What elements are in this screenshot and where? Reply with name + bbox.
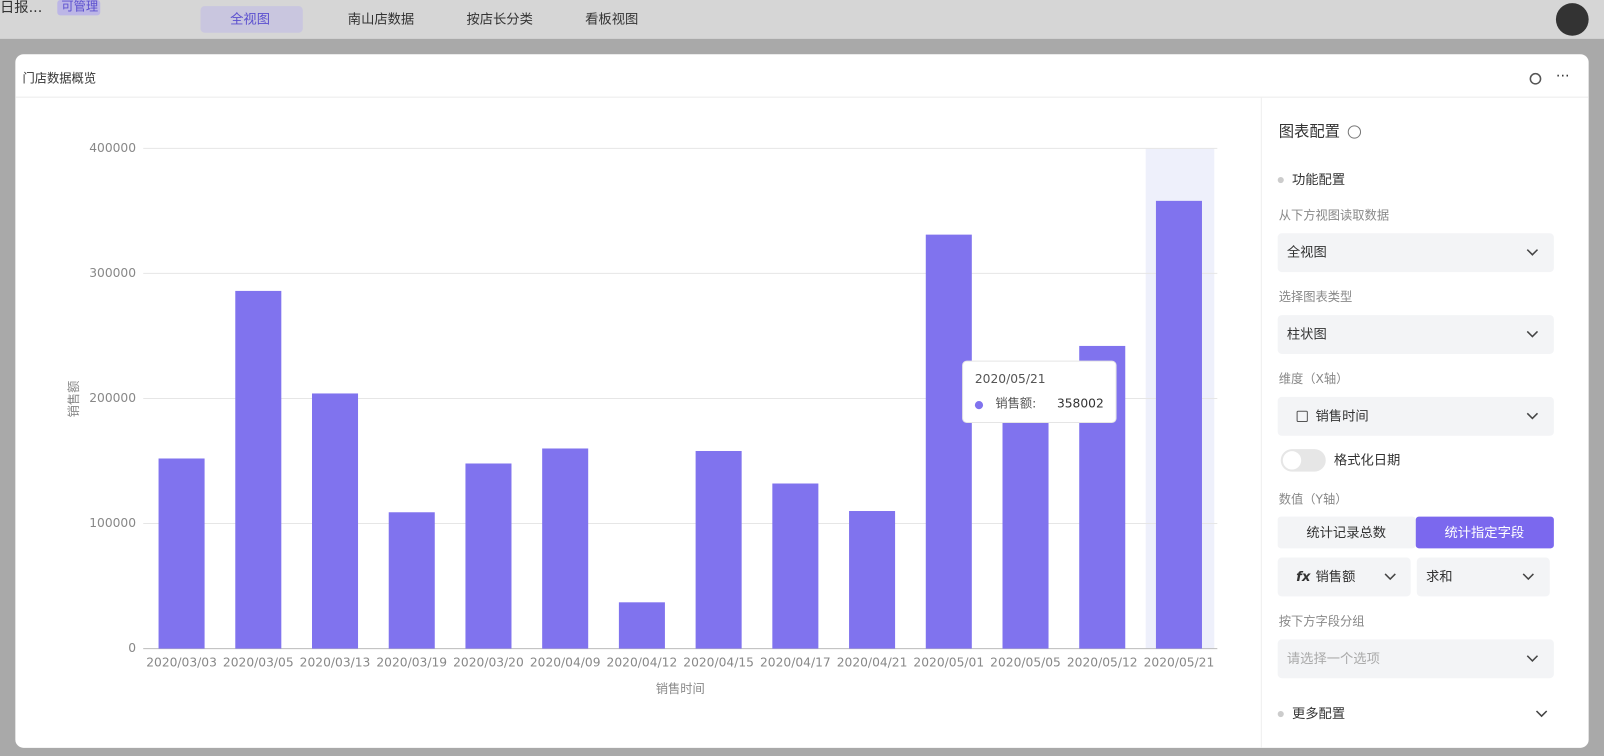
y-tick-label: 300000	[89, 266, 136, 280]
doc-title: 日报...	[0, 0, 42, 16]
tab[interactable]: 看板视图	[585, 11, 638, 27]
x-tick-label: 2020/03/13	[300, 655, 371, 669]
y-tick-label: 400000	[89, 141, 136, 155]
tab[interactable]: 全视图	[230, 10, 270, 27]
active-tab-bg	[200, 6, 303, 33]
section-title: 功能配置	[1292, 172, 1345, 188]
x-tick-label: 2020/04/21	[837, 655, 908, 669]
field-label: 从下方视图读取数据	[1279, 207, 1389, 222]
section-title[interactable]: 更多配置	[1292, 705, 1345, 722]
tooltip-label: 销售额:	[995, 396, 1036, 411]
x-tick-label: 2020/03/19	[376, 655, 447, 669]
y-axis-label: 销售额	[66, 381, 81, 418]
tab[interactable]: 南山店数据	[348, 11, 414, 27]
chevron	[1526, 412, 1539, 420]
bar	[542, 448, 589, 649]
bar	[1155, 200, 1202, 649]
chevron	[1535, 710, 1548, 718]
field-label: 选择图表类型	[1279, 290, 1353, 304]
x-tick-label: 2020/04/15	[683, 655, 754, 669]
field-label: 数值（Y轴）	[1279, 492, 1348, 507]
chevron	[1526, 330, 1539, 338]
tooltip-title: 2020/05/21	[975, 372, 1046, 386]
bar	[465, 463, 512, 649]
select-placeholder: 请选择一个选项	[1287, 651, 1380, 667]
settings-icon[interactable]	[1529, 72, 1542, 85]
select-value: 销售时间	[1316, 408, 1369, 424]
more-icon[interactable]: ···	[1556, 69, 1570, 85]
field-label: 按下方字段分组	[1279, 613, 1365, 628]
tooltip-value: 358002	[1057, 397, 1104, 411]
modal-title: 门店数据概览	[23, 70, 97, 85]
help-icon[interactable]	[1347, 125, 1362, 139]
bar	[1002, 404, 1049, 649]
x-tick-label: 2020/03/20	[453, 655, 524, 669]
tooltip-box	[962, 360, 1117, 424]
bar	[849, 511, 896, 649]
tab[interactable]: 按店长分类	[466, 11, 532, 27]
bar	[695, 450, 742, 649]
bar	[158, 458, 205, 649]
select[interactable]	[1277, 639, 1554, 679]
badge-bg	[57, 0, 101, 16]
chevron	[1522, 573, 1534, 581]
select-value: 销售额	[1316, 569, 1356, 585]
badge: 可管理	[61, 0, 98, 14]
toggle-label: 格式化日期	[1334, 452, 1400, 468]
x-tick-label: 2020/04/12	[607, 655, 678, 669]
select-value: 求和	[1426, 569, 1453, 585]
select[interactable]	[1416, 557, 1550, 597]
x-tick-label: 2020/04/17	[760, 655, 831, 669]
calendar-icon	[1296, 410, 1308, 422]
select-value: 柱状图	[1287, 327, 1327, 343]
collapse-button[interactable]	[1555, 3, 1589, 36]
chevron	[1526, 655, 1539, 662]
bullet	[1277, 176, 1284, 184]
segment-label: 统计指定字段	[1444, 525, 1524, 541]
tooltip: 2020/05/21 销售额: 358002	[962, 360, 1117, 424]
bar	[312, 393, 359, 649]
config-panel: 图表配置 功能配置 从下方视图读取数据 全视图 选择图表类型 柱状图 维度（X轴…	[1277, 122, 1554, 722]
x-tick-label: 2020/05/12	[1067, 655, 1138, 669]
x-tick-label: 2020/05/21	[1144, 655, 1215, 669]
y-tick-label: 200000	[89, 391, 136, 405]
bar	[388, 512, 435, 649]
x-tick-label: 2020/04/09	[530, 655, 601, 669]
chevron	[1526, 249, 1539, 256]
bullet	[1277, 710, 1284, 718]
bar	[772, 483, 819, 649]
chevron	[1384, 573, 1396, 581]
select[interactable]	[1277, 315, 1554, 354]
select[interactable]	[1277, 557, 1411, 597]
bar	[925, 234, 972, 649]
toggle-knob	[1282, 451, 1302, 470]
select[interactable]	[1277, 396, 1554, 436]
select[interactable]	[1277, 233, 1554, 273]
panel-title: 图表配置	[1279, 122, 1340, 140]
bar	[235, 290, 282, 649]
x-tick-label: 2020/03/03	[146, 655, 217, 669]
segment-active[interactable]	[1415, 516, 1554, 549]
field-label: 维度（X轴）	[1279, 371, 1349, 386]
x-tick-label: 2020/05/01	[913, 655, 984, 669]
plot: 0 100000 200000 300000 400000 2020/03/03 2020/…	[89, 141, 1218, 669]
fx-icon: fx	[1296, 570, 1311, 585]
tooltip-dot	[974, 401, 984, 410]
segment-label: 统计记录总数	[1306, 525, 1386, 541]
y-tick-label: 100000	[89, 516, 136, 530]
select-value: 全视图	[1287, 244, 1327, 261]
x-axis-label: 销售时间	[656, 681, 705, 696]
x-tick-label: 2020/03/05	[223, 655, 294, 669]
segment[interactable]	[1277, 516, 1416, 549]
bar	[618, 602, 665, 649]
y-tick-label: 0	[128, 641, 136, 655]
x-tick-label: 2020/05/05	[990, 655, 1061, 669]
